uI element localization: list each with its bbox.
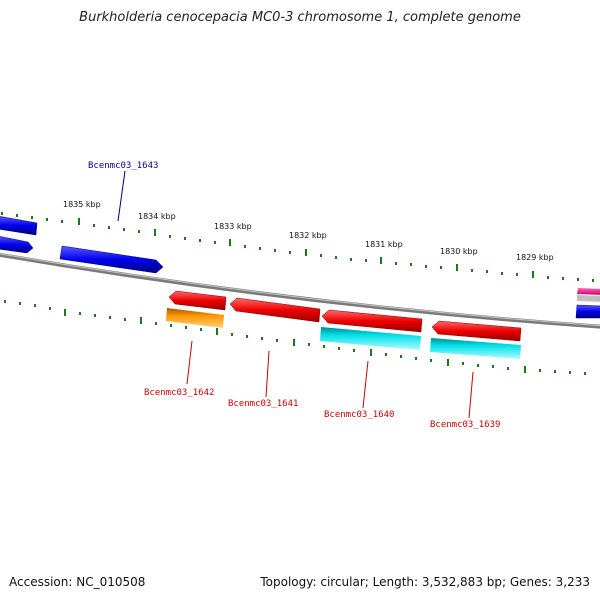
gene-label-1639[interactable]: Bcenmc03_1639 (430, 420, 500, 430)
forward-strand-genes (0, 216, 600, 319)
label-leaders (117, 170, 474, 419)
gene-label-1640[interactable]: Bcenmc03_1640 (324, 410, 394, 420)
scale-label-1832: 1832 kbp (289, 231, 327, 240)
scale-label-1835: 1835 kbp (63, 200, 101, 209)
scale-label-1831: 1831 kbp (365, 240, 403, 249)
gene-label-1643[interactable]: Bcenmc03_1643 (88, 161, 158, 171)
scale-label-1834: 1834 kbp (138, 212, 176, 221)
gene-labels: Bcenmc03_1643 Bcenmc03_1642 Bcenmc03_164… (88, 161, 500, 430)
gene-feature-grey[interactable] (577, 295, 600, 302)
outer-tick-ring (1, 212, 594, 282)
scale-label-1830: 1830 kbp (440, 247, 478, 256)
gene-label-1642[interactable]: Bcenmc03_1642 (144, 388, 214, 398)
inner-tick-ring (4, 300, 586, 375)
gene-feature-forward[interactable] (0, 236, 34, 254)
map-title: Burkholderia cenocepacia MC0-3 chromosom… (79, 10, 521, 25)
accession-text: Accession: NC_010508 (9, 575, 146, 589)
gene-feature-magenta[interactable] (577, 288, 600, 295)
chromosome-backbone (0, 252, 600, 329)
gene-bcenmc03-1639[interactable] (431, 320, 522, 342)
gene-label-1641[interactable]: Bcenmc03_1641 (228, 399, 298, 409)
orange-feature[interactable] (166, 308, 224, 328)
scale-labels: 1835 kbp 1834 kbp 1833 kbp 1832 kbp 1831… (63, 200, 554, 262)
cyan-feature[interactable] (320, 327, 421, 350)
gene-bcenmc03-1641[interactable] (229, 297, 321, 323)
scale-label-1833: 1833 kbp (214, 222, 252, 231)
gene-feature-forward[interactable] (575, 304, 600, 319)
gene-feature-forward[interactable] (0, 216, 38, 236)
scale-label-1829: 1829 kbp (516, 253, 554, 262)
gene-bcenmc03-1643[interactable] (59, 245, 164, 274)
cyan-feature[interactable] (430, 338, 521, 359)
gene-bcenmc03-1642[interactable] (168, 290, 227, 311)
gene-bcenmc03-1640[interactable] (321, 309, 423, 333)
genome-summary-text: Topology: circular; Length: 3,532,883 bp… (260, 575, 590, 589)
reverse-strand-genes (166, 290, 522, 359)
